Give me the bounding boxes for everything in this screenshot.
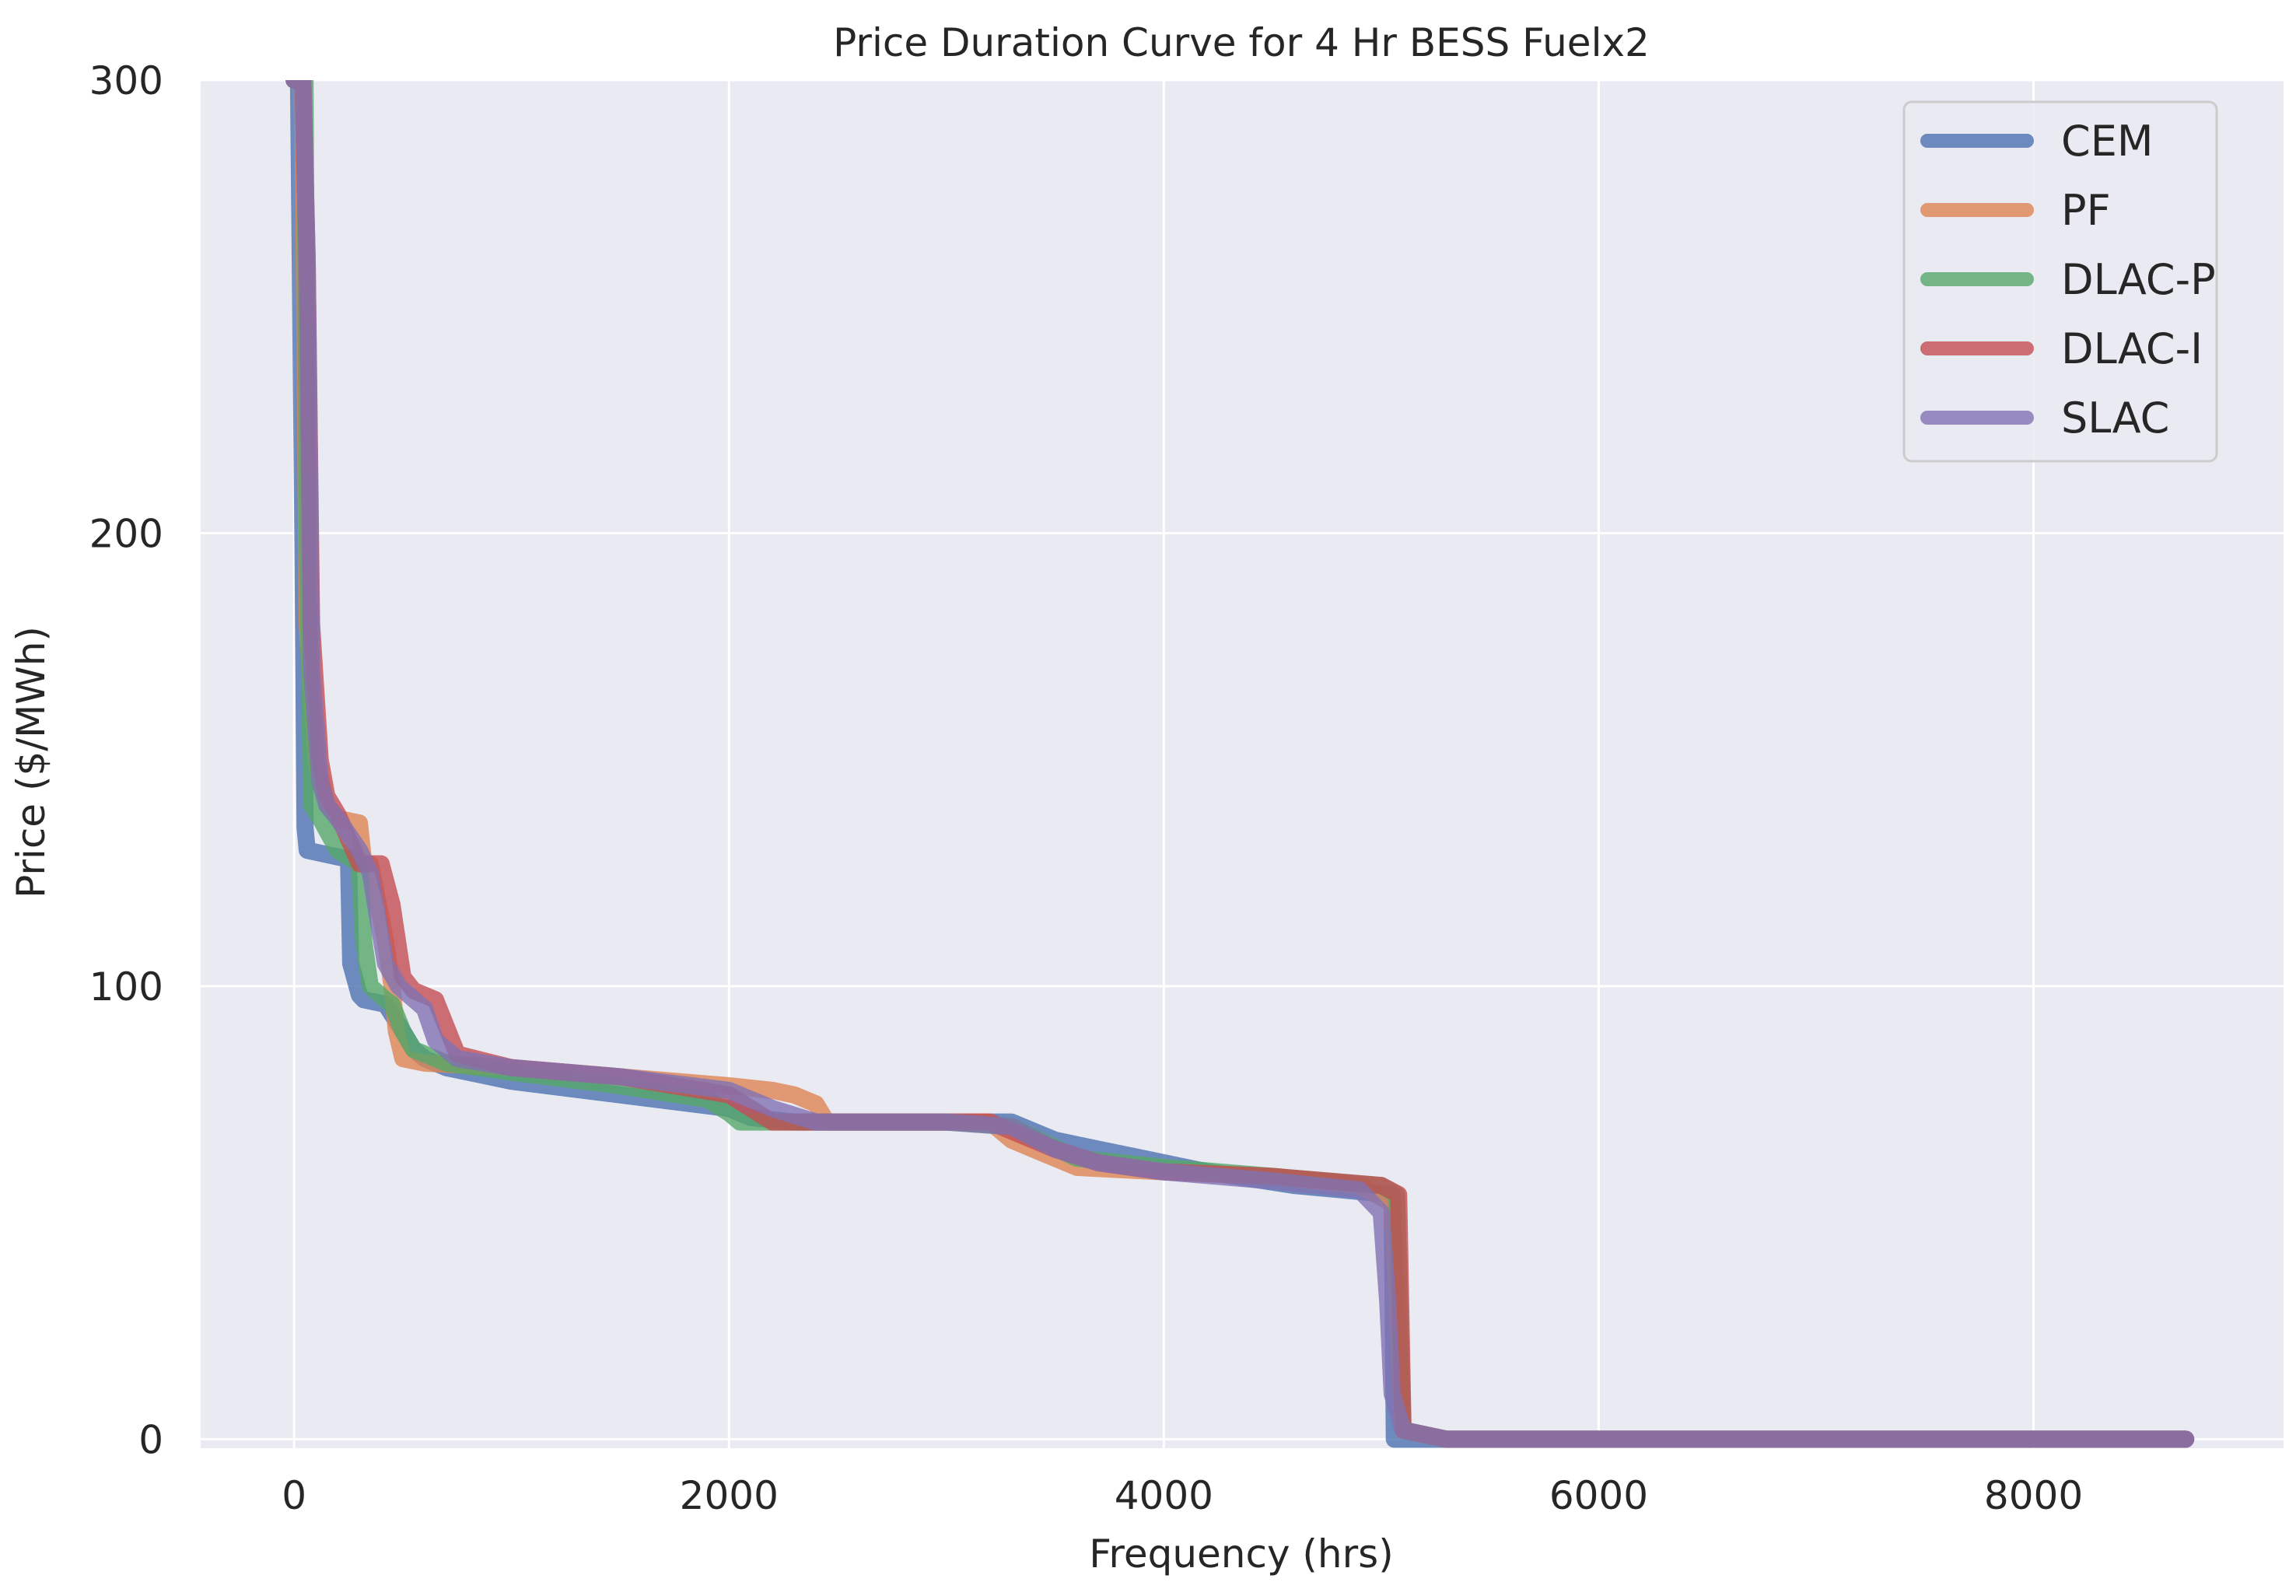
x-tick-label: 8000: [1984, 1473, 2083, 1518]
series-layer: [285, 80, 2195, 1448]
y-tick-label: 0: [138, 1417, 163, 1462]
x-tick-label: 6000: [1549, 1473, 1648, 1518]
legend-label: DLAC-P: [2061, 255, 2216, 304]
legend-label: PF: [2061, 186, 2111, 235]
x-axis-label: Frequency (hrs): [1089, 1531, 1394, 1577]
legend-label: CEM: [2061, 117, 2153, 166]
legend-box: [1902, 100, 2218, 463]
y-tick-label: 200: [89, 511, 163, 556]
y-tick-label: 100: [89, 964, 163, 1010]
x-tick-label: 0: [282, 1473, 306, 1518]
axis-ticks: 0 2000 4000 6000 8000 0 100 200 300: [89, 58, 2084, 1518]
series-line-slac: [285, 80, 2195, 1448]
legend-label: DLAC-I: [2061, 324, 2203, 373]
chart-title: Price Duration Curve for 4 Hr BESS Fuelx…: [833, 20, 1650, 65]
x-tick-label: 4000: [1115, 1473, 1213, 1518]
y-axis-label: Price ($/MWh): [9, 626, 54, 898]
legend-label: SLAC: [2061, 394, 2169, 443]
legend: CEM PF DLAC-P DLAC-I SLAC: [1902, 100, 2218, 463]
y-tick-label: 300: [89, 58, 163, 103]
x-tick-label: 2000: [680, 1473, 779, 1518]
